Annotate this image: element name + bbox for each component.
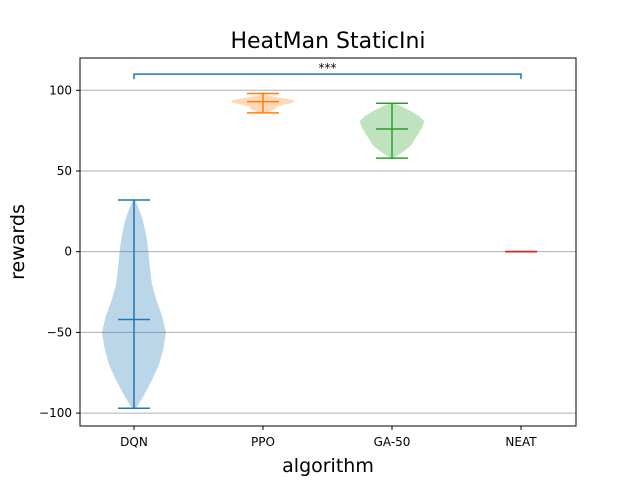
y-axis: 100 50 0 −50 −100 [39, 83, 80, 420]
significance-label: *** [319, 61, 337, 75]
y-tick-label: −50 [47, 325, 72, 339]
x-tick-label: GA-50 [374, 435, 411, 449]
x-tick-label: DQN [120, 435, 148, 449]
y-tick-label: 0 [64, 245, 72, 259]
x-tick-label: PPO [251, 435, 275, 449]
x-tick-label: NEAT [505, 435, 537, 449]
annotation: *** [133, 61, 522, 80]
y-tick-label: 50 [57, 164, 72, 178]
violins [102, 92, 537, 409]
y-axis-label: rewards [7, 204, 29, 280]
plot-frame [79, 57, 577, 427]
x-axis: DQN PPO GA-50 NEAT [120, 426, 537, 449]
y-tick-label: 100 [49, 83, 72, 97]
x-axis-label: algorithm [282, 455, 374, 477]
chart-title: HeatMan StaticIni [230, 29, 425, 54]
grid-lines [80, 89, 576, 414]
significance-bracket [133, 73, 522, 80]
y-tick-label: −100 [39, 406, 72, 420]
